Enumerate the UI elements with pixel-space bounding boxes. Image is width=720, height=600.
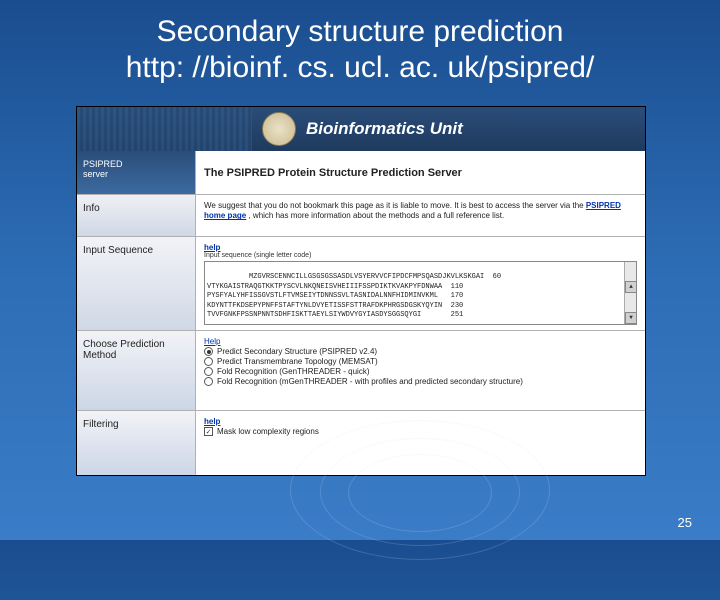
psipred-screenshot: Bioinformatics Unit PSIPRED server Info … — [76, 106, 646, 476]
input-hint: Input sequence (single letter code) — [204, 252, 637, 259]
info-prefix: We suggest that you do not bookmark this… — [204, 201, 586, 210]
filter-label-cell: Filtering — [77, 411, 195, 475]
filter-cell: help ✓ Mask low complexity regions — [196, 411, 645, 475]
seq-help-link[interactable]: help — [204, 243, 220, 252]
scroll-down-icon[interactable]: ▼ — [625, 312, 637, 324]
textarea-scrollbar[interactable]: ▲ ▼ — [624, 262, 636, 324]
input-seq-label-cell: Input Sequence — [77, 237, 195, 331]
info-suffix: , which has more information about the m… — [248, 211, 504, 220]
method-option-2[interactable]: Fold Recognition (GenTHREADER - quick) — [204, 367, 637, 376]
server-name: PSIPRED server — [83, 159, 123, 179]
banner-pattern — [77, 107, 252, 151]
banner-text: Bioinformatics Unit — [306, 119, 463, 139]
sequence-value: MZGVRSCENNCILLGSGSGSSASDLVSYERVVCFIPDCFM… — [207, 273, 501, 319]
method-option-label: Fold Recognition (GenTHREADER - quick) — [217, 367, 370, 376]
banner-content: Bioinformatics Unit — [262, 107, 463, 151]
page-number: 25 — [678, 515, 692, 530]
method-cell: Help Predict Secondary Structure (PSIPRE… — [196, 331, 645, 411]
filter-option-row[interactable]: ✓ Mask low complexity regions — [204, 427, 637, 436]
method-label-cell: Choose Prediction Method — [77, 331, 195, 411]
method-option-3[interactable]: Fold Recognition (mGenTHREADER - with pr… — [204, 377, 637, 386]
filter-option-label: Mask low complexity regions — [217, 427, 319, 436]
sequence-textarea[interactable]: MZGVRSCENNCILLGSGSGSSASDLVSYERVVCFIPDCFM… — [204, 261, 637, 325]
method-label: Choose Prediction Method — [83, 339, 165, 361]
method-option-1[interactable]: Predict Transmembrane Topology (MEMSAT) — [204, 357, 637, 366]
left-column: PSIPRED server Info Input Sequence Choos… — [77, 151, 195, 475]
content-area: PSIPRED server Info Input Sequence Choos… — [77, 151, 645, 475]
radio-icon[interactable] — [204, 367, 213, 376]
info-text-cell: We suggest that you do not bookmark this… — [196, 195, 645, 237]
info-label-cell: Info — [77, 195, 195, 237]
server-name-cell: PSIPRED server — [77, 151, 195, 195]
method-help-link[interactable]: Help — [204, 337, 220, 346]
radio-icon[interactable] — [204, 377, 213, 386]
title-line1: Secondary structure prediction — [157, 15, 564, 48]
method-option-label: Predict Secondary Structure (PSIPRED v2.… — [217, 347, 377, 356]
filter-help-link[interactable]: help — [204, 417, 220, 426]
input-seq-label: Input Sequence — [83, 245, 153, 256]
page-title: The PSIPRED Protein Structure Prediction… — [204, 167, 462, 179]
info-label: Info — [83, 203, 100, 214]
filter-label: Filtering — [83, 419, 119, 430]
page-title-cell: The PSIPRED Protein Structure Prediction… — [196, 151, 645, 195]
checkbox-icon[interactable]: ✓ — [204, 427, 213, 436]
ucl-seal-icon — [262, 112, 296, 146]
radio-icon[interactable] — [204, 357, 213, 366]
site-banner: Bioinformatics Unit — [77, 107, 645, 151]
method-option-label: Predict Transmembrane Topology (MEMSAT) — [217, 357, 378, 366]
method-option-label: Fold Recognition (mGenTHREADER - with pr… — [217, 377, 523, 386]
slide-title: Secondary structure prediction http: //b… — [0, 0, 720, 90]
radio-icon[interactable] — [204, 347, 213, 356]
title-line2: http: //bioinf. cs. ucl. ac. uk/psipred/ — [126, 51, 595, 84]
input-seq-cell: help Input sequence (single letter code)… — [196, 237, 645, 331]
right-column: The PSIPRED Protein Structure Prediction… — [195, 151, 645, 475]
method-option-0[interactable]: Predict Secondary Structure (PSIPRED v2.… — [204, 347, 637, 356]
scroll-up-icon[interactable]: ▲ — [625, 281, 637, 293]
